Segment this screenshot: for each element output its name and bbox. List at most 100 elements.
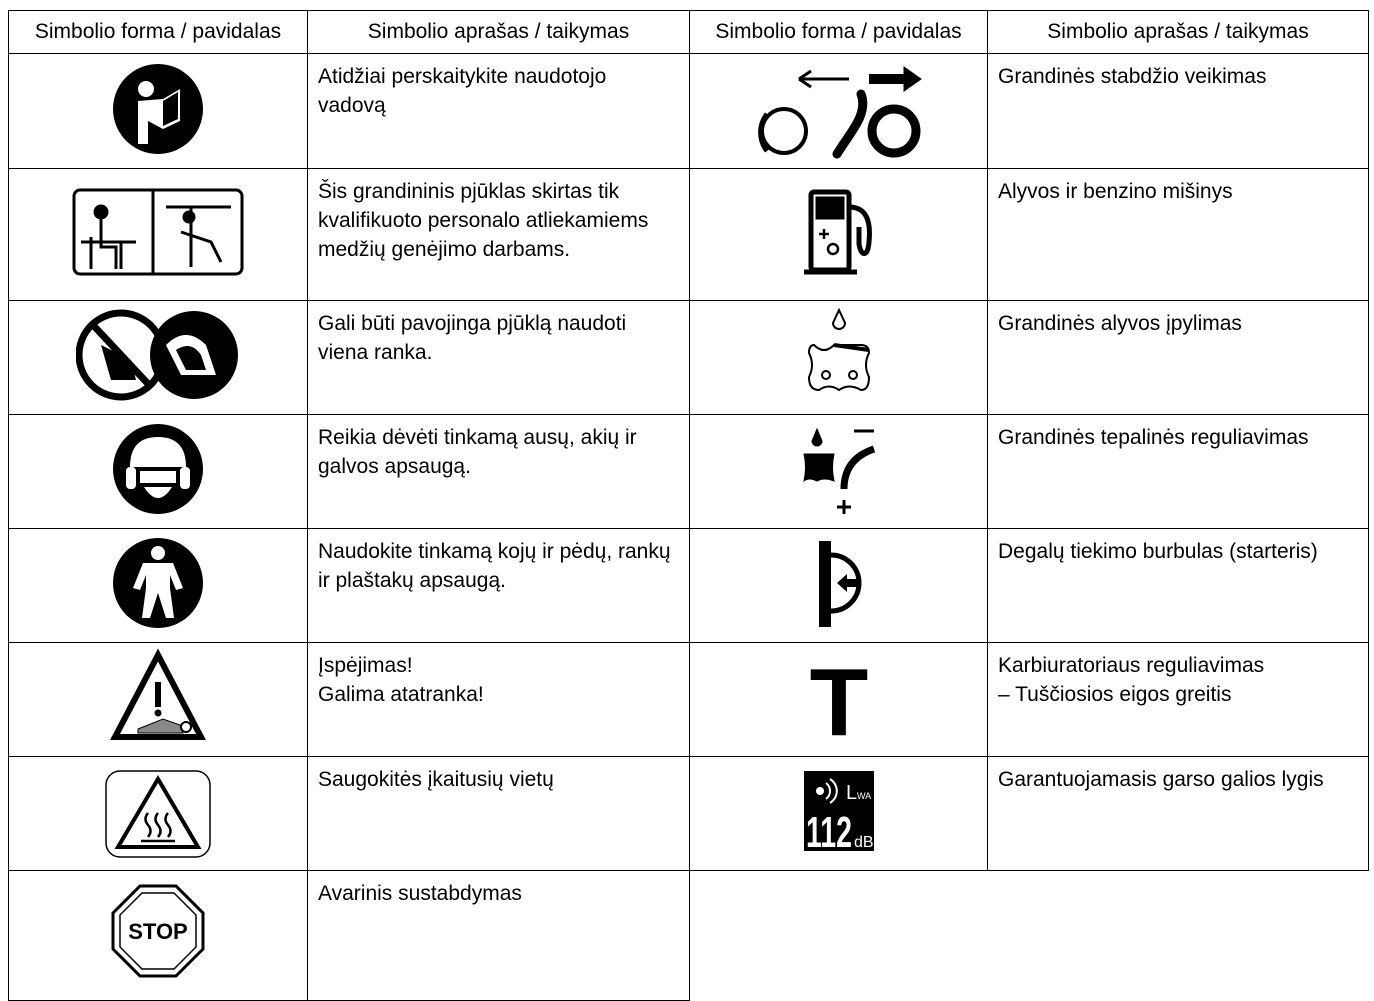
icon-shape	[133, 563, 183, 618]
icon-shape	[815, 196, 844, 220]
description: Reikia dėvėti tinkamą ausų, akių ir galv…	[307, 414, 690, 529]
icon-shape	[140, 471, 176, 483]
fuel-mix-icon	[803, 189, 872, 275]
icon-shape	[802, 453, 835, 483]
icon-text: L	[846, 782, 857, 804]
ppe-body-icon	[113, 538, 203, 628]
icon-shape	[903, 65, 922, 92]
icon-text: dB	[854, 834, 874, 851]
icon-shape	[836, 574, 857, 592]
description: Grandinės alyvos įpylimas	[987, 300, 1369, 415]
sound-level-icon: L WA 112 dB	[803, 771, 874, 857]
row: Įspėjimas! Galima atatranka! T Karbiurat…	[8, 642, 1369, 757]
icon-cell: STOP	[8, 870, 308, 1001]
icon-shape	[826, 242, 839, 256]
icon-shape	[815, 787, 824, 795]
header-cell: Simbolio aprašas / taikymas	[987, 10, 1369, 54]
icon-shape	[818, 541, 831, 627]
primer-bulb-icon	[818, 541, 861, 627]
icon-shape	[176, 346, 206, 370]
icon-shape	[757, 111, 769, 153]
page: Simbolio forma / pavidalas Simbolio apra…	[8, 10, 1369, 1001]
chain-oil-icon	[807, 307, 870, 392]
icon-cell	[8, 168, 308, 301]
stop-icon: STOP	[111, 884, 205, 978]
icon-shape	[110, 648, 206, 740]
icon-cell	[689, 168, 988, 301]
description: Alyvos ir benzino mišinys	[987, 168, 1369, 301]
header-row: Simbolio forma / pavidalas Simbolio apra…	[8, 10, 1369, 54]
icon-text: T	[809, 649, 868, 747]
icon-cell	[689, 53, 988, 169]
icon-cell	[689, 300, 988, 415]
row: STOP Avarinis sustabdymas	[8, 870, 1369, 1001]
icon-shape	[93, 204, 109, 220]
icon-shape	[840, 445, 875, 490]
description: Karbiuratoriaus reguliavimas – Tuščiosio…	[987, 642, 1369, 757]
description: Šis grandininis pjūklas skirtas tik kval…	[307, 168, 690, 301]
icon-shape	[807, 343, 870, 392]
description: Grandinės tepalinės reguliavimas	[987, 414, 1369, 529]
icon-shape	[832, 89, 867, 158]
description: Garantuojamasis garso galios lygis	[987, 756, 1369, 871]
row: Gali būti pavojinga pjūklą naudoti viena…	[8, 300, 1369, 415]
icon-shape	[797, 69, 849, 88]
icon-cell	[8, 300, 308, 415]
symbol-table: Simbolio forma / pavidalas Simbolio apra…	[8, 10, 1369, 1001]
icon-shape	[144, 487, 172, 498]
icon-shape	[810, 427, 823, 447]
icon-shape	[105, 770, 211, 858]
icon-shape	[119, 892, 197, 970]
icon-cell	[8, 528, 308, 643]
header-cell: Simbolio forma / pavidalas	[8, 10, 308, 54]
icon-shape	[180, 721, 192, 733]
empty-area	[689, 870, 1369, 1001]
icon-shape	[867, 104, 920, 157]
icon-shape	[155, 682, 161, 707]
read-manual-icon	[113, 63, 203, 154]
ppe-head-icon	[113, 424, 203, 514]
icon-shape	[820, 370, 831, 380]
header-cell: Simbolio forma / pavidalas	[689, 10, 988, 54]
kickback-warning-icon	[110, 648, 206, 740]
icon-cell	[689, 414, 988, 529]
row: Reikia dėvėti tinkamą ausų, akių ir galv…	[8, 414, 1369, 529]
icon-shape	[81, 219, 136, 269]
icon-shape	[126, 467, 136, 489]
icon-shape	[830, 552, 861, 614]
icon-text: 112	[806, 808, 852, 851]
description: Degalų tiekimo burbulas (starteris)	[987, 528, 1369, 643]
hot-surface-icon	[105, 770, 211, 858]
idle-speed-icon: T	[809, 649, 868, 756]
icon-shape	[182, 210, 196, 224]
icon-cell	[8, 642, 308, 757]
icon-shape	[836, 429, 874, 514]
icon-shape	[163, 91, 178, 126]
description: Atidžiai perskaitykite naudotojo vadovą	[307, 53, 690, 169]
icon-cell: L WA 112 dB	[689, 756, 988, 871]
icon-shape	[818, 229, 829, 239]
icon-text: WA	[857, 791, 871, 801]
icon-cell	[689, 528, 988, 643]
chain-brake-icon	[757, 65, 922, 158]
one-hand-warning-icon	[75, 309, 238, 401]
icon-shape	[137, 718, 184, 734]
icon-shape	[144, 812, 172, 838]
row: Atidžiai perskaitykite naudotojo vadovą …	[8, 53, 1369, 169]
icon-shape	[114, 775, 202, 849]
description: Įspėjimas! Galima atatranka!	[307, 642, 690, 757]
icon-shape	[154, 709, 162, 717]
icon-text: STOP	[128, 919, 188, 944]
icon-cell	[8, 53, 308, 169]
icon-shape	[848, 204, 872, 256]
description: Naudokite tinkamą kojų ir pėdų, rankų ir…	[307, 528, 690, 643]
icon-shape	[151, 546, 165, 560]
header-cell: Simbolio aprašas / taikymas	[307, 10, 690, 54]
icon-cell	[8, 414, 308, 529]
icon-shape	[833, 343, 869, 352]
icon-cell	[8, 756, 308, 871]
icon-cell: T	[689, 642, 988, 757]
icon-shape	[138, 80, 154, 97]
row: Saugokitės įkaitusių vietų L WA 112 dB Gara…	[8, 756, 1369, 871]
description: Gali būti pavojinga pjūklą naudoti viena…	[307, 300, 690, 415]
